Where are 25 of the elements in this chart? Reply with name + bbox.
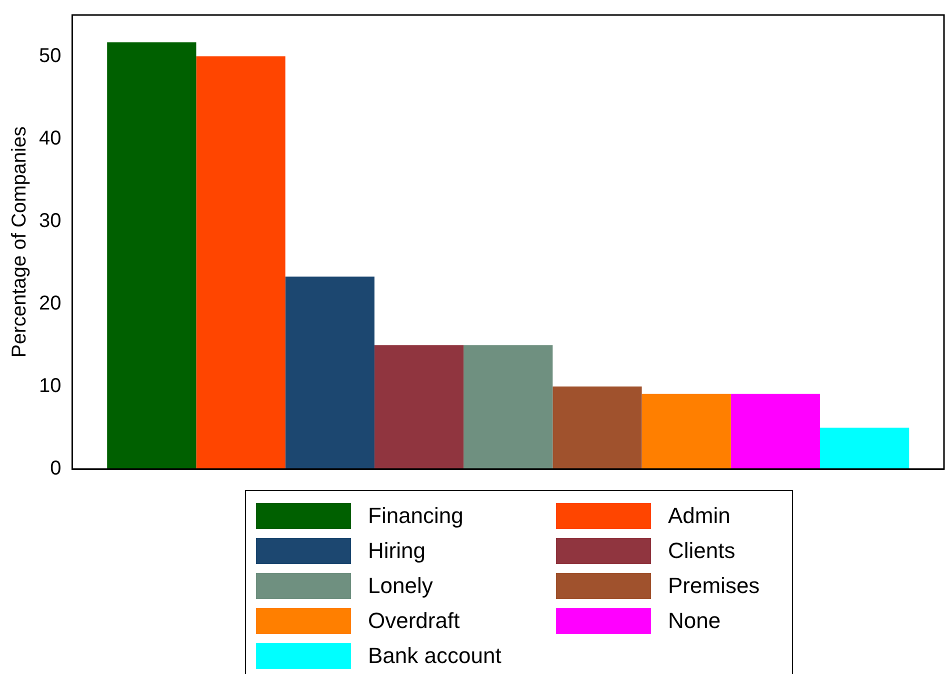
legend-label: Overdraft: [368, 608, 460, 634]
legend-label: Lonely: [368, 573, 433, 599]
legend-label: Admin: [668, 503, 730, 529]
legend-label: None: [668, 608, 721, 634]
legend-label: Premises: [668, 573, 760, 599]
bar: [820, 428, 910, 469]
bar: [196, 56, 286, 469]
bar: [464, 345, 553, 469]
bar: [552, 386, 642, 469]
legend-label: Bank account: [368, 643, 502, 669]
legend-label: Clients: [668, 538, 736, 564]
y-tick-label: 30: [38, 210, 62, 232]
bar: [374, 345, 464, 469]
y-tick-label: 10: [38, 374, 62, 397]
bar: [107, 42, 196, 469]
y-tick-label: 20: [38, 292, 62, 314]
bar: [730, 394, 820, 469]
y-tick-label: 0: [50, 458, 62, 480]
bar: [642, 394, 731, 469]
bar: [285, 276, 374, 469]
y-tick-label: 50: [38, 44, 62, 67]
legend-label: Hiring: [368, 538, 426, 564]
y-tick-label: 40: [38, 127, 62, 150]
legend-label: Financing: [368, 503, 464, 529]
y-axis-title: Percentage of Companies: [8, 126, 31, 358]
